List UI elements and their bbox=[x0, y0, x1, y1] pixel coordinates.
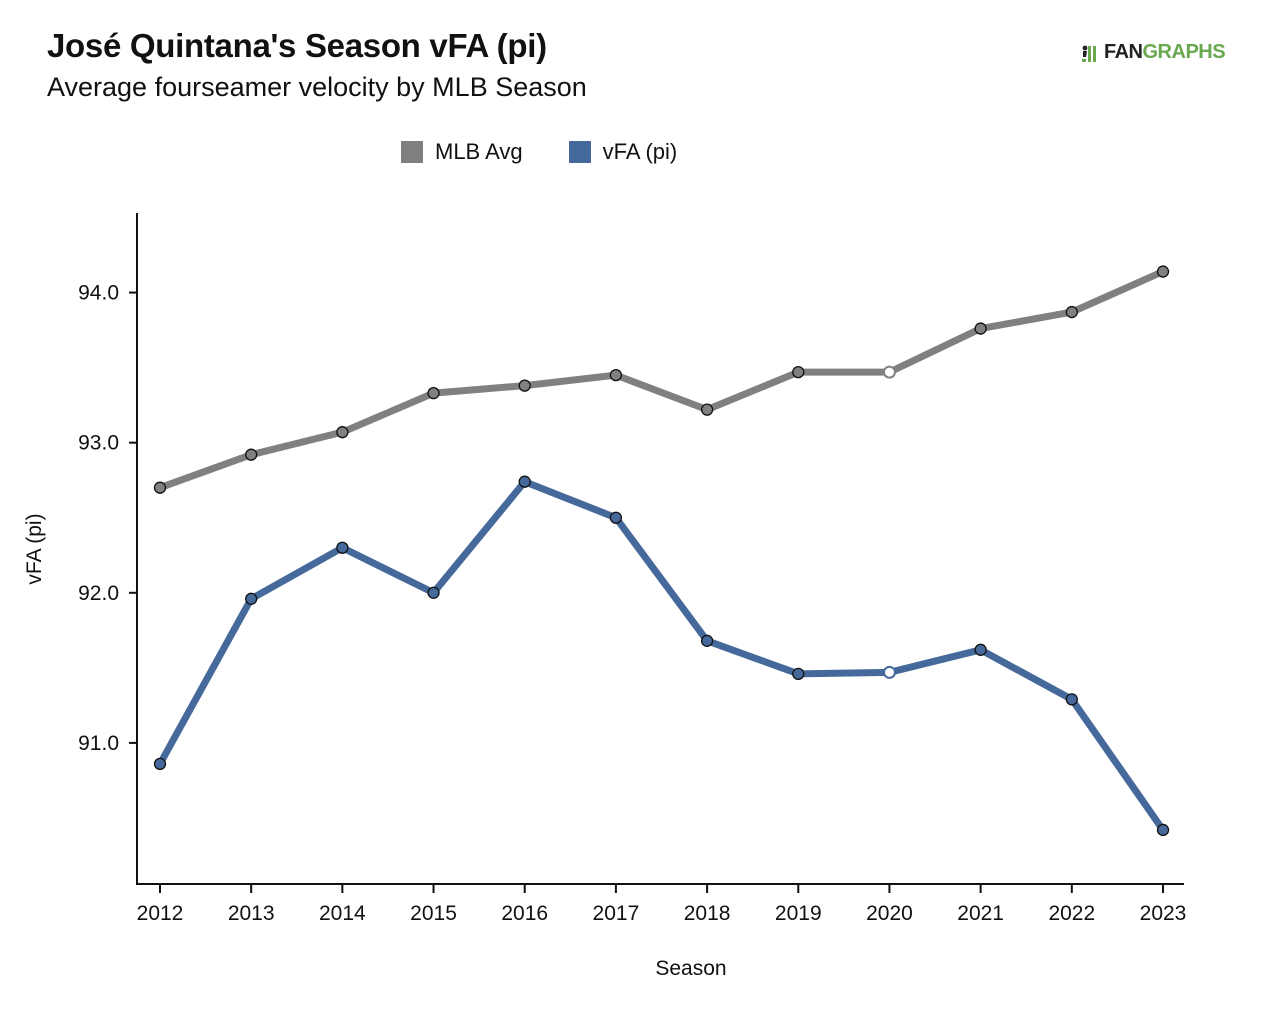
x-tick-label: 2018 bbox=[684, 902, 731, 925]
data-point[interactable] bbox=[336, 541, 349, 554]
x-tick-label: 2022 bbox=[1048, 902, 1095, 925]
data-point[interactable] bbox=[792, 667, 805, 680]
data-point[interactable] bbox=[700, 403, 714, 416]
data-point[interactable] bbox=[974, 322, 987, 335]
data-point[interactable] bbox=[882, 365, 896, 379]
logo-text-graphs: GRAPHS bbox=[1142, 41, 1226, 63]
chart-title: José Quintana's Season vFA (pi) bbox=[47, 27, 547, 64]
x-tick-label: 2014 bbox=[319, 902, 366, 925]
x-tick-label: 2021 bbox=[957, 902, 1004, 925]
data-point[interactable] bbox=[1156, 823, 1170, 837]
y-tick-label: 94.0 bbox=[78, 282, 119, 305]
x-axis-ticks: 2012 2013 2014 2015 2016 2017 2018 2019 2020 2021… bbox=[137, 884, 1187, 925]
data-point[interactable] bbox=[1156, 265, 1170, 278]
data-point[interactable] bbox=[518, 475, 531, 488]
legend-swatch-vfa bbox=[568, 141, 591, 163]
y-axis-ticks: 91.0 92.0 93.0 94.0 bbox=[78, 282, 137, 755]
x-tick-label: 2013 bbox=[228, 902, 275, 925]
data-point[interactable] bbox=[974, 643, 987, 656]
fangraphs-logo[interactable]: FAN GRAPHS bbox=[1080, 41, 1226, 64]
data-point[interactable] bbox=[1065, 693, 1078, 706]
data-point[interactable] bbox=[700, 634, 714, 647]
data-point[interactable] bbox=[518, 379, 531, 392]
x-tick-label: 2017 bbox=[593, 902, 640, 925]
y-axis-title: vFA (pi) bbox=[23, 513, 46, 584]
data-point[interactable] bbox=[609, 368, 623, 382]
legend-swatch-mlb-avg bbox=[401, 141, 423, 163]
data-point[interactable] bbox=[245, 592, 258, 605]
series-lines bbox=[156, 268, 1167, 834]
data-point[interactable] bbox=[153, 757, 167, 771]
chart-axes bbox=[136, 213, 1184, 885]
data-point[interactable] bbox=[882, 665, 896, 679]
legend-label-mlb-avg: MLB Avg bbox=[435, 139, 523, 164]
series-line-0 bbox=[156, 268, 1167, 492]
x-axis-title: Season bbox=[655, 957, 726, 980]
data-point[interactable] bbox=[153, 481, 167, 494]
series-points bbox=[153, 265, 1170, 837]
x-tick-label: 2020 bbox=[866, 902, 913, 925]
chart-subtitle: Average fourseamer velocity by MLB Seaso… bbox=[47, 72, 587, 102]
data-point[interactable] bbox=[792, 365, 805, 379]
data-point[interactable] bbox=[427, 386, 440, 400]
legend-item-vfa[interactable]: vFA (pi) bbox=[568, 139, 678, 165]
data-point[interactable] bbox=[427, 586, 440, 599]
x-tick-label: 2012 bbox=[137, 902, 184, 925]
x-tick-label: 2023 bbox=[1140, 902, 1187, 925]
data-point[interactable] bbox=[245, 448, 258, 461]
x-tick-label: 2015 bbox=[410, 902, 457, 925]
data-point[interactable] bbox=[609, 511, 623, 524]
x-tick-label: 2016 bbox=[501, 902, 548, 925]
legend-label-vfa: vFA (pi) bbox=[602, 139, 678, 164]
fangraphs-logo-icon bbox=[1080, 43, 1102, 63]
data-point[interactable] bbox=[1065, 305, 1078, 319]
data-point[interactable] bbox=[336, 426, 349, 439]
y-tick-label: 91.0 bbox=[78, 732, 119, 755]
chart-legend: MLB Avg vFA (pi) bbox=[401, 139, 723, 165]
legend-item-mlb-avg[interactable]: MLB Avg bbox=[401, 139, 523, 165]
y-tick-label: 93.0 bbox=[78, 432, 119, 455]
logo-text-fan: FAN bbox=[1104, 41, 1143, 63]
series-line-1 bbox=[156, 478, 1167, 834]
y-tick-label: 92.0 bbox=[78, 582, 119, 605]
x-tick-label: 2019 bbox=[775, 902, 822, 925]
